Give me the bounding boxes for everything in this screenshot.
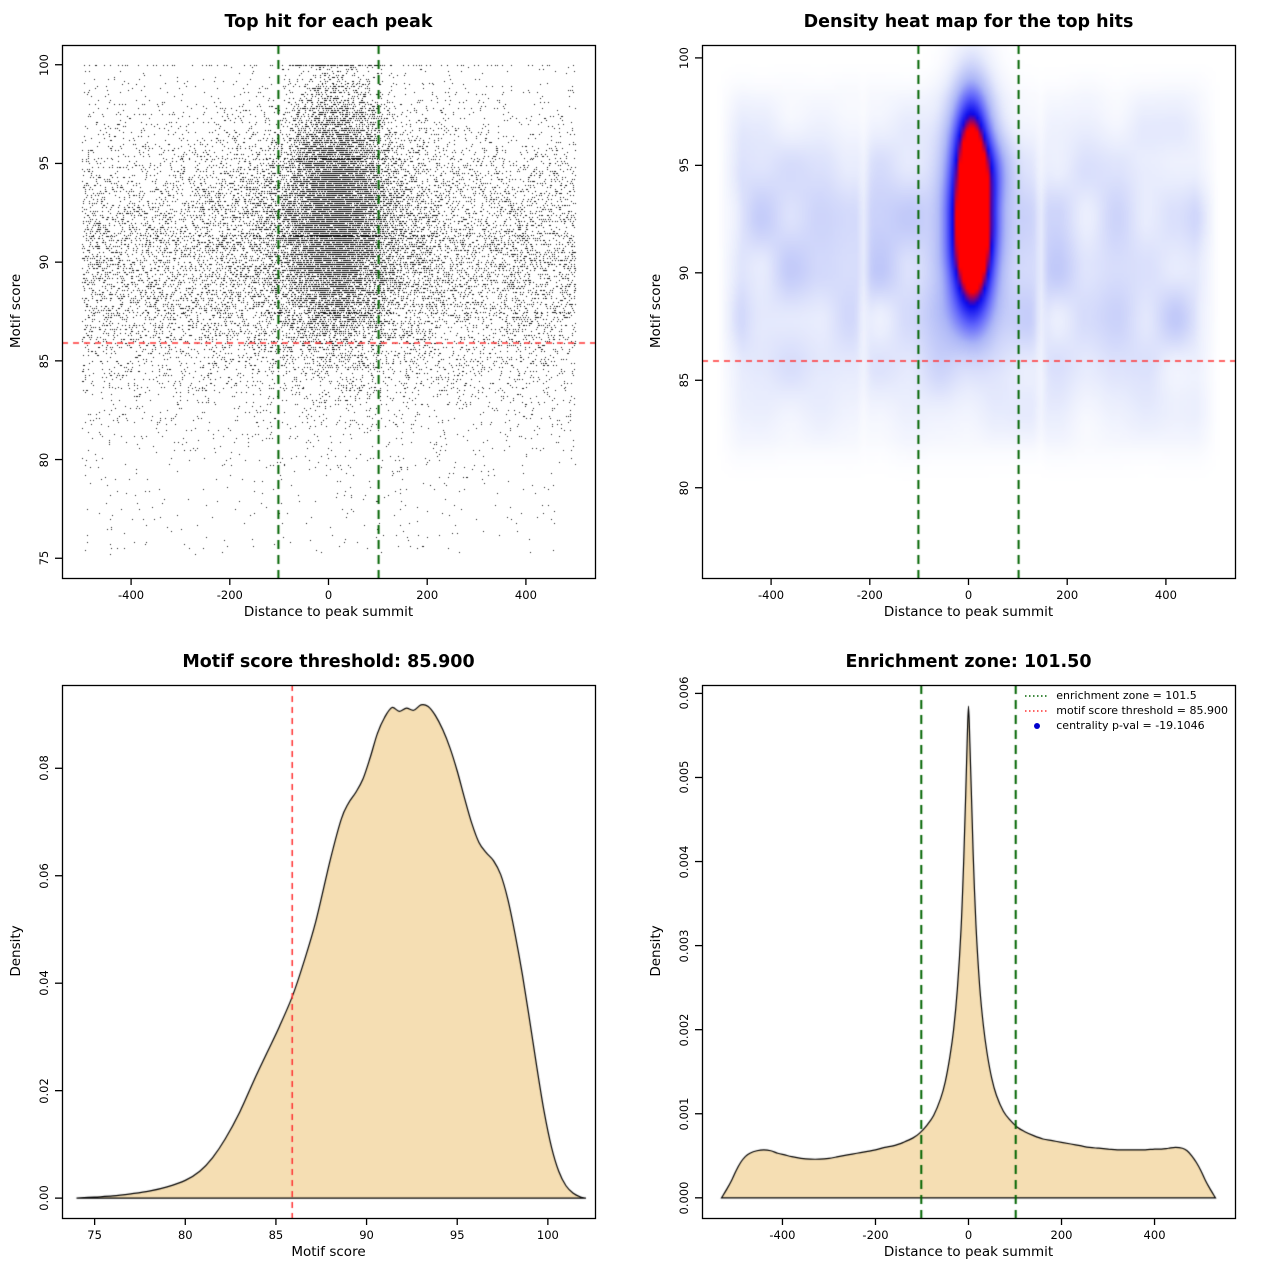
x-tick-label: 200 — [1056, 588, 1079, 602]
chart-title: Density heat map for the top hits — [803, 12, 1134, 32]
x-tick-label: 90 — [359, 1228, 374, 1242]
y-axis-label: Motif score — [648, 273, 664, 349]
legend-label: centrality p-val = -19.1046 — [1056, 719, 1205, 732]
y-tick-label: 0.004 — [677, 845, 691, 878]
x-tick-label: 95 — [449, 1228, 465, 1242]
x-tick-label: 200 — [1050, 1228, 1073, 1242]
y-tick-label: 90 — [677, 265, 691, 281]
chart-title: Motif score threshold: 85.900 — [182, 652, 475, 672]
x-tick-label: 200 — [416, 588, 439, 602]
chart-title: Top hit for each peak — [224, 12, 433, 32]
y-tick-label: 0.06 — [37, 862, 51, 889]
x-tick-label: -200 — [216, 588, 243, 602]
y-tick-label: 80 — [37, 452, 51, 467]
legend-label: enrichment zone = 101.5 — [1056, 689, 1197, 702]
x-tick-label: 0 — [964, 1228, 973, 1242]
scatter-plot-canvas — [62, 45, 595, 578]
chart-title: Enrichment zone: 101.50 — [845, 652, 1092, 672]
legend-point-icon — [1034, 722, 1041, 729]
x-tick-label: 400 — [1143, 1228, 1166, 1242]
x-tick-label: 100 — [536, 1228, 559, 1242]
y-tick-label: 0.08 — [37, 755, 51, 782]
legend-dotted-line-icon — [1025, 694, 1050, 697]
y-tick-label: 80 — [677, 480, 691, 496]
y-tick-label: 100 — [677, 46, 691, 69]
y-tick-label: 75 — [37, 550, 51, 566]
x-axis-label: Distance to peak summit — [883, 604, 1054, 620]
panel-density-heatmap: Density heat map for the top hits Distan… — [640, 0, 1280, 640]
legend-entry-centrality-pval: centrality p-val = -19.1046 — [1024, 718, 1228, 733]
x-tick-label: -400 — [118, 588, 145, 602]
y-tick-label: 0.04 — [37, 970, 51, 996]
y-axis-label: Density — [648, 925, 664, 977]
panel-distance-density: Enrichment zone: 101.50 Distance to peak… — [640, 640, 1280, 1280]
y-tick-label: 85 — [37, 353, 51, 369]
x-tick-label: 0 — [324, 588, 333, 602]
y-tick-label: 0.002 — [677, 1013, 691, 1047]
x-tick-label: -400 — [758, 588, 785, 602]
legend: enrichment zone = 101.5 motif score thre… — [1024, 688, 1228, 733]
x-tick-label: 400 — [514, 588, 537, 602]
y-tick-label: 95 — [677, 158, 691, 173]
panel-motif-score-density: Motif score threshold: 85.900 Motif scor… — [0, 640, 640, 1280]
y-tick-label: 0.006 — [677, 676, 691, 710]
x-tick-label: 400 — [1154, 588, 1177, 602]
x-tick-label: 85 — [268, 1228, 284, 1242]
y-tick-label: 0.005 — [677, 761, 691, 794]
distance-density-canvas — [702, 685, 1235, 1218]
y-tick-label: 0.00 — [37, 1185, 51, 1211]
panel-top-hit-scatter: Top hit for each peak Distance to peak s… — [0, 0, 640, 640]
x-tick-label: 0 — [964, 588, 973, 602]
x-tick-label: 80 — [177, 1228, 193, 1242]
y-axis-label: Density — [8, 925, 24, 977]
y-tick-label: 90 — [37, 254, 51, 270]
x-tick-label: -200 — [856, 588, 883, 602]
y-tick-label: 0.001 — [677, 1097, 691, 1131]
legend-entry-enrichment-zone: enrichment zone = 101.5 — [1024, 688, 1228, 703]
legend-entry-score-threshold: motif score threshold = 85.900 — [1024, 703, 1228, 718]
x-tick-label: -400 — [769, 1228, 796, 1242]
x-axis-label: Distance to peak summit — [243, 604, 414, 620]
y-tick-label: 95 — [37, 156, 51, 171]
y-tick-label: 0.02 — [37, 1077, 51, 1104]
x-tick-label: -200 — [862, 1228, 889, 1242]
y-tick-label: 0.003 — [677, 929, 691, 963]
x-tick-label: 75 — [87, 1228, 102, 1242]
score-density-canvas — [62, 685, 595, 1218]
y-tick-label: 100 — [37, 53, 51, 76]
y-axis-label: Motif score — [8, 273, 24, 349]
legend-label: motif score threshold = 85.900 — [1056, 704, 1228, 717]
legend-dotted-line-icon — [1025, 709, 1050, 712]
x-axis-label: Motif score — [291, 1244, 366, 1260]
y-tick-label: 0.000 — [677, 1181, 691, 1215]
y-tick-label: 85 — [677, 372, 691, 388]
heatmap-plot-canvas — [702, 45, 1235, 578]
x-axis-label: Distance to peak summit — [883, 1244, 1054, 1260]
